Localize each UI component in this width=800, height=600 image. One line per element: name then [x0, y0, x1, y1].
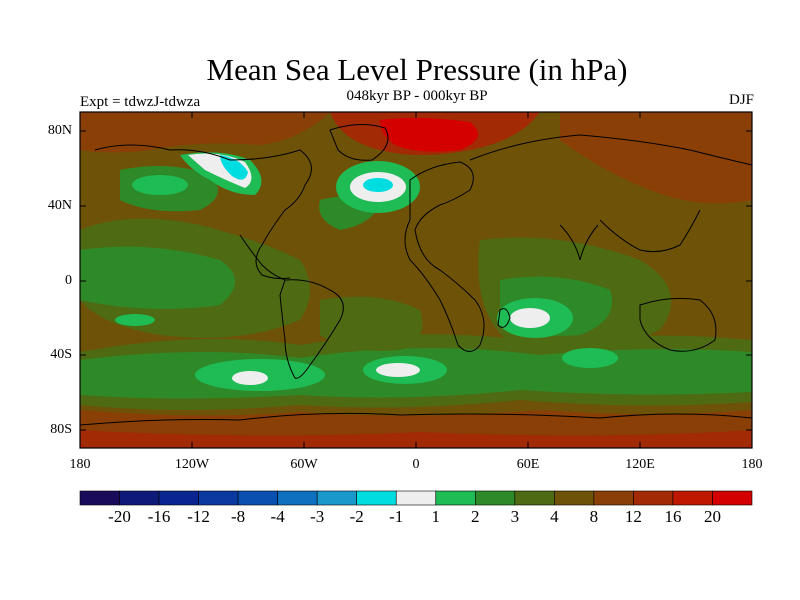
- colorbar-label: -1: [389, 507, 404, 526]
- colorbar-label: 1: [431, 507, 441, 526]
- colorbar-label: 2: [471, 507, 480, 526]
- chart-title: Mean Sea Level Pressure (in hPa): [206, 52, 628, 87]
- north-pacific-high: [132, 175, 188, 195]
- colorbar-swatch: [672, 490, 713, 506]
- colorbar-label: 8: [589, 507, 599, 526]
- south-atlantic-high-core: [376, 363, 420, 377]
- colorbar-label: -4: [270, 507, 285, 526]
- colorbar-label: -3: [310, 507, 325, 526]
- season-label: DJF: [728, 92, 754, 108]
- antarctic-red: [80, 430, 752, 448]
- siberia-rust: [560, 112, 752, 204]
- central-america-coast: [239, 234, 286, 281]
- colorbar: [79, 490, 753, 506]
- colorbar-swatch: [158, 490, 199, 506]
- colorbar-swatch: [198, 490, 239, 506]
- lat-label-40s: 40S: [50, 347, 72, 362]
- lon-label-60e: 60E: [516, 457, 540, 472]
- pressure-field: [80, 112, 752, 448]
- north-america-coast: [94, 144, 312, 280]
- lon-label-120e: 120E: [625, 457, 655, 472]
- lon-label-60w: 60W: [290, 457, 318, 472]
- north-atlantic-high-core: [363, 178, 393, 192]
- lat-label-80n: 80N: [47, 123, 72, 138]
- lon-label-120w: 120W: [174, 457, 210, 472]
- lat-label-0: 0: [65, 273, 72, 288]
- colorbar-swatch: [79, 490, 120, 506]
- colorbar-swatch: [593, 490, 634, 506]
- atlantic-south-green: [320, 296, 423, 351]
- coastlines: [80, 124, 752, 426]
- lon-label-0: 0: [412, 457, 420, 472]
- lon-label-180w: 180: [69, 457, 91, 472]
- asia-coast: [469, 134, 752, 253]
- colorbar-swatch: [633, 490, 674, 506]
- colorbar-swatch: [554, 490, 595, 506]
- indian-ocean-high-core: [510, 308, 550, 328]
- india-coast: [559, 224, 599, 261]
- australia-coast: [639, 297, 717, 352]
- colorbar-label: 12: [624, 507, 642, 526]
- axis-ticks: [80, 112, 752, 448]
- colorbar-label: -2: [349, 507, 364, 526]
- colorbar-label: 16: [664, 507, 682, 526]
- colorbar-swatch: [435, 490, 476, 506]
- colorbar-label: -16: [147, 507, 171, 526]
- colorbar-label: 3: [510, 507, 520, 526]
- madagascar-coast: [497, 308, 511, 328]
- south-america-coast: [279, 279, 344, 379]
- colorbar-swatch: [474, 490, 516, 506]
- experiment-label: Expt = tdwzJ-tdwza: [80, 94, 201, 110]
- colorbar-swatch: [277, 490, 318, 506]
- arctic-deep-red: [380, 117, 478, 152]
- colorbar-swatch: [316, 490, 358, 506]
- colorbar-swatch: [712, 490, 753, 506]
- colorbar-swatch: [119, 490, 160, 506]
- lat-label-80s: 80S: [50, 422, 72, 437]
- colorbar-label: 20: [703, 507, 721, 526]
- colorbar-swatch: [356, 490, 397, 506]
- europe-africa-coast: [404, 161, 485, 352]
- lon-label-180e: 180: [741, 457, 763, 472]
- colorbar-label: -8: [231, 507, 246, 526]
- colorbar-label: -12: [187, 507, 210, 526]
- colorbar-swatch: [514, 490, 555, 506]
- south-indian-high: [562, 348, 618, 368]
- antarctica-coast: [80, 412, 752, 426]
- colorbar-label: -20: [108, 507, 131, 526]
- south-pacific-west-high: [115, 314, 155, 326]
- pacific-green-inner: [80, 246, 235, 309]
- greenland-coast: [329, 124, 389, 161]
- lat-label-40n: 40N: [47, 198, 72, 213]
- colorbar-swatch: [395, 490, 437, 506]
- chart-subtitle: 048kyr BP - 000kyr BP: [346, 88, 488, 104]
- south-pacific-high-core: [232, 371, 268, 385]
- colorbar-swatch: [237, 490, 278, 506]
- laurentide-cyan: [220, 155, 248, 180]
- colorbar-label: 4: [550, 507, 559, 526]
- north-pacific-rust: [80, 112, 330, 153]
